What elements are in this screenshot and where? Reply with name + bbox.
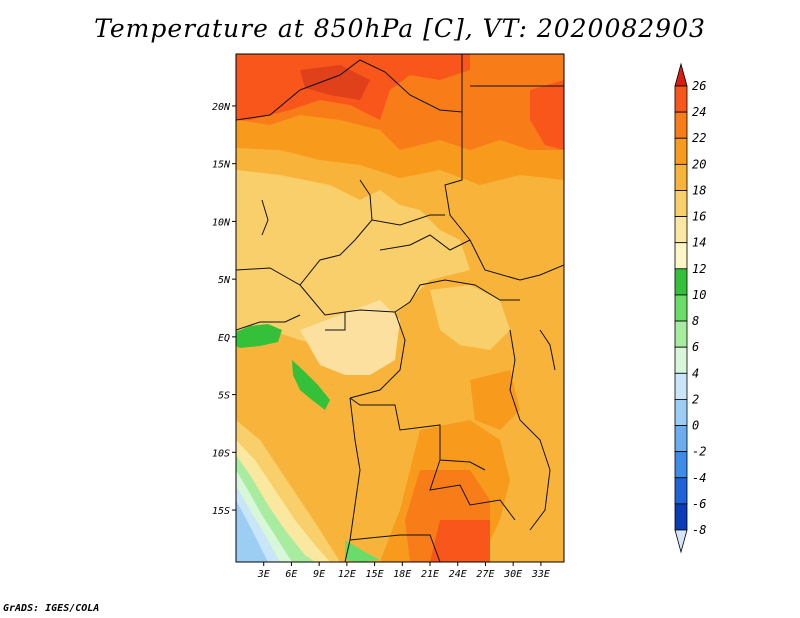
colorbar-swatch <box>674 503 688 531</box>
colorbar-level-label: -4 <box>692 471 706 485</box>
lon-tick-label: 24E <box>449 569 467 580</box>
colorbar-swatch <box>674 399 688 426</box>
lat-tick-label: 5N <box>218 275 231 286</box>
colorbar-top-arrow <box>674 62 688 87</box>
colorbar-level-label: 26 <box>692 79 706 93</box>
colorbar-swatch <box>674 346 688 374</box>
colorbar-level-label: 2 <box>692 392 699 406</box>
lon-tick-label: 15E <box>366 569 384 580</box>
lon-tick-label: 3E <box>257 569 270 580</box>
colorbar-swatch <box>674 111 688 139</box>
lon-tick-label: 18E <box>393 569 411 580</box>
colorbar-swatch <box>674 216 688 244</box>
colorbar-swatch <box>674 242 688 270</box>
colorbar-level-label: 18 <box>692 183 706 197</box>
lat-tick-label: 5S <box>218 391 230 402</box>
colorbar-level-label: 4 <box>692 366 699 380</box>
colorbar-swatch <box>674 268 688 296</box>
colorbar-swatch <box>674 372 688 400</box>
colorbar-level-label: 12 <box>692 262 706 276</box>
colorbar-level-label: -6 <box>692 497 706 511</box>
colorbar-level-label: 22 <box>692 131 706 145</box>
colorbar-level-label: -2 <box>692 445 706 459</box>
grads-credit: GrADS: IGES/COLA <box>3 603 100 614</box>
colorbar-level-label: 0 <box>692 419 699 433</box>
lat-tick-label: 10S <box>212 448 230 459</box>
colorbar-level-label: 10 <box>692 288 706 302</box>
colorbar-level-label: 16 <box>692 210 706 224</box>
lon-tick-label: 21E <box>421 569 439 580</box>
colorbar-bottom-arrow <box>674 529 688 554</box>
lon-tick-label: 6E <box>285 569 297 580</box>
colorbar-level-label: 24 <box>692 105 706 119</box>
colorbar-swatch <box>674 451 688 479</box>
lat-tick-label: EQ <box>218 333 230 344</box>
colorbar-level-label: 8 <box>692 314 699 328</box>
colorbar-swatch <box>674 320 688 348</box>
colorbar-swatch <box>674 85 688 113</box>
lat-tick-label: 10N <box>212 217 231 228</box>
map-title: Temperature at 850hPa [C], VT: 202008290… <box>94 14 706 43</box>
longitude-axis: 3E 6E 9E 12E 15E 18E 21E 24E 27E 30E 33E <box>257 562 550 580</box>
colorbar-level-label: 20 <box>692 157 706 171</box>
colorbar-level-label: 14 <box>692 236 706 250</box>
colorbar-swatch <box>674 137 688 165</box>
lon-tick-label: 33E <box>531 569 550 580</box>
lon-tick-label: 12E <box>338 569 356 580</box>
lat-tick-label: 20N <box>212 102 231 113</box>
temperature-field <box>236 54 564 562</box>
colorbar-level-label: 6 <box>692 340 699 354</box>
lon-tick-label: 9E <box>313 569 325 580</box>
lat-tick-label: 15S <box>212 506 230 517</box>
colorbar-swatch <box>674 477 688 505</box>
lon-tick-label: 30E <box>503 569 522 580</box>
latitude-axis: 20N 15N 10N 5N EQ 5S 10S 15S <box>212 102 236 517</box>
colorbar-swatch <box>674 163 688 191</box>
colorbar-swatch <box>674 294 688 322</box>
country-borders <box>236 54 564 562</box>
colorbar-swatch <box>674 425 688 453</box>
lon-tick-label: 27E <box>476 569 494 580</box>
colorbar-level-label: -8 <box>692 523 706 537</box>
lat-tick-label: 15N <box>212 160 231 171</box>
colorbar-swatch <box>674 190 688 217</box>
